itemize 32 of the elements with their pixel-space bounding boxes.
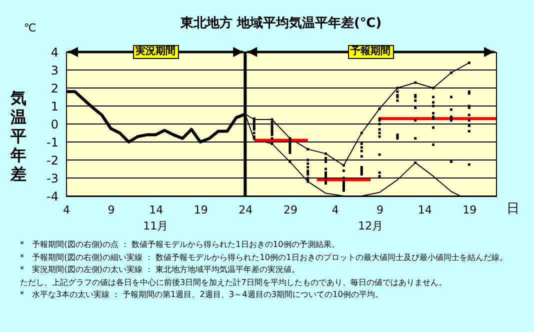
- text: 11月: [143, 218, 168, 234]
- text: ただし、上記グラフの値は各日を中心に前後3日間を加えた計7日間を平均したものであり、毎日の値ではありません。: [20, 276, 448, 288]
- y-tick-label: 2: [50, 82, 58, 96]
- x-tick-label: 24: [238, 204, 253, 216]
- annotation: 予報期間: [348, 45, 394, 59]
- y-tick-label: 0: [50, 118, 58, 132]
- text: * 予報期間(図の右側)の点 ： 数値予報モデルから得られた1日おきの10例の予測結果。: [20, 238, 340, 250]
- y-tick-label: -2: [46, 154, 58, 168]
- x-tick-label: 14: [149, 204, 164, 216]
- y-tick-label: -1: [46, 136, 58, 150]
- text: * 水平な3本の太い実線 ： 予報期間の第1週目、2週目、3～4週目の3期間についての10例の平均。: [20, 288, 384, 300]
- x-tick-label: 14: [418, 204, 432, 216]
- text: * 予報期間(図の右側)の細い実線 ： 数値予報モデルから得られた10例の1日おきのプロットの最大値同士及び最小値同士を結んだ線。: [20, 250, 508, 263]
- x-tick-label: 19: [462, 204, 477, 216]
- text: 12月: [358, 218, 384, 234]
- x-tick-label: 19: [194, 204, 208, 216]
- x-axis-title: 日: [506, 202, 520, 216]
- y-tick-label: 3: [50, 64, 58, 78]
- y-tick-label: 4: [50, 46, 58, 60]
- text: * 実況期間(図の左側)の太い実線 ： 東北地方地域平均気温平年差の実況値。: [20, 263, 301, 276]
- x-tick-label: 4: [63, 204, 70, 216]
- x-tick-label: 9: [108, 204, 115, 216]
- y-tick-label: -3: [46, 172, 58, 186]
- x-tick-label: 9: [376, 204, 384, 216]
- y-axis-title: 気温平年差: [10, 88, 26, 184]
- text: ℃: [24, 22, 36, 34]
- y-tick-label: -4: [46, 190, 58, 204]
- x-tick-label: 4: [332, 204, 339, 216]
- x-tick-label: 29: [283, 204, 298, 216]
- y-tick-label: 1: [50, 100, 58, 114]
- annotation: 実況期間: [132, 45, 179, 59]
- chart-title: 東北地方 地域平均気温平年差(℃): [179, 15, 382, 31]
